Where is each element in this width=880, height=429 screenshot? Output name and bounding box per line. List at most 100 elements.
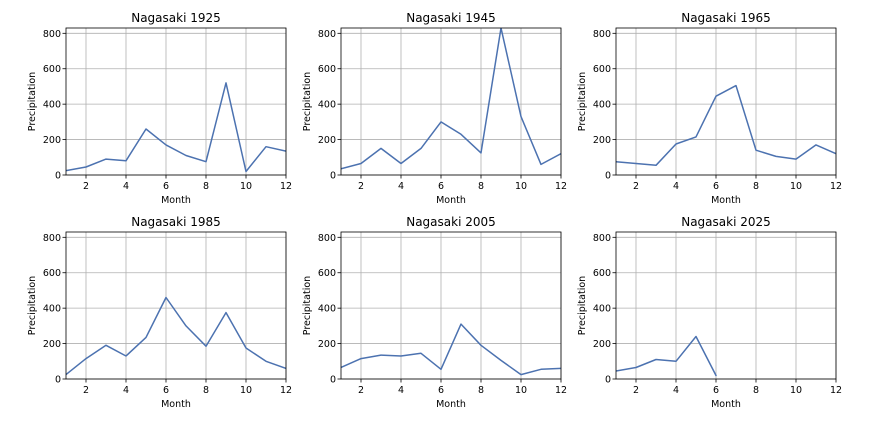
subplot-5: 2 4 6 8 10 12 0 200 400 600 800 Nagasaki 2005 Month P… [302,215,567,410]
subplot-title: Nagasaki 1945 [406,11,496,25]
y-tick-label: 600 [593,268,611,279]
x-tick-label: 8 [203,385,209,396]
subplot-title: Nagasaki 1925 [131,11,221,25]
y-tick-label: 200 [43,339,61,350]
x-tick-label: 8 [753,181,759,192]
plot-frame [340,231,562,380]
y-tick-label: 800 [593,29,611,40]
y-tick-label: 800 [318,233,336,244]
x-tick-label: 4 [398,385,404,396]
series-line [66,82,286,173]
subplot-4: 2 4 6 8 10 12 0 200 400 600 800 Nagasaki 1985 Month P… [27,215,292,410]
series-line [341,323,561,376]
x-tick-label: 12 [280,385,292,396]
y-tick-label: 400 [593,304,611,315]
x-tick-label: 4 [673,385,679,396]
y-tick-label: 0 [605,171,611,182]
x-tick-label: 8 [753,385,759,396]
grid [616,232,837,380]
x-tick-label: 2 [83,181,89,192]
x-tick-label: 4 [123,181,129,192]
subplot-title: Nagasaki 2025 [681,215,771,229]
x-tick-label: 6 [438,385,444,396]
x-tick-label: 2 [83,385,89,396]
y-axis-label: Precipitation [27,72,38,131]
y-tick-label: 600 [593,64,611,75]
y-tick-label: 800 [43,29,61,40]
plot-frame [65,231,287,380]
x-tick-label: 4 [123,385,129,396]
x-tick-label: 2 [633,181,639,192]
x-tick-label: 12 [830,385,842,396]
x-tick-label: 2 [358,385,364,396]
y-tick-label: 800 [593,233,611,244]
y-tick-label: 0 [605,375,611,386]
y-tick-label: 400 [43,304,61,315]
series-line [341,28,561,170]
y-tick-label: 0 [55,171,61,182]
x-axis-label: Month [161,195,191,206]
x-tick-label: 10 [240,181,252,192]
x-tick-label: 10 [240,385,252,396]
series-line [616,335,717,377]
y-tick-label: 200 [43,135,61,146]
subplot-1: 2 4 6 8 10 12 0 200 400 600 800 Nagasaki 1925 Month P… [27,11,292,206]
x-tick-label: 10 [515,385,527,396]
x-tick-label: 6 [713,385,719,396]
x-axis-label: Month [711,399,741,410]
y-tick-label: 0 [55,375,61,386]
y-tick-label: 0 [330,171,336,182]
y-tick-label: 800 [43,233,61,244]
series-line [66,296,286,376]
grid [66,232,287,380]
plot-frame [615,27,837,176]
x-tick-label: 12 [555,385,567,396]
x-tick-label: 2 [358,181,364,192]
x-tick-label: 10 [790,181,802,192]
subplot-6: 2 4 6 8 10 12 0 200 400 600 800 Nagasaki 2025 Month P… [577,215,842,410]
grid [66,28,287,176]
x-tick-label: 12 [280,181,292,192]
x-axis-label: Month [436,399,466,410]
y-axis-label: Precipitation [577,276,588,335]
y-tick-label: 600 [43,64,61,75]
y-axis-label: Precipitation [302,72,313,131]
y-tick-label: 400 [318,100,336,111]
y-tick-label: 400 [43,100,61,111]
x-tick-label: 4 [398,181,404,192]
x-tick-label: 4 [673,181,679,192]
x-tick-label: 6 [163,181,169,192]
x-tick-label: 8 [203,181,209,192]
plot-frame [340,27,562,176]
x-tick-label: 10 [790,385,802,396]
x-tick-label: 12 [830,181,842,192]
y-tick-label: 200 [593,339,611,350]
y-axis-label: Precipitation [577,72,588,131]
x-axis-label: Month [711,195,741,206]
y-tick-label: 400 [593,100,611,111]
x-axis-label: Month [436,195,466,206]
series-line [616,84,836,167]
y-tick-label: 200 [318,339,336,350]
x-tick-label: 8 [478,181,484,192]
x-tick-label: 8 [478,385,484,396]
x-axis-label: Month [161,399,191,410]
x-tick-label: 6 [713,181,719,192]
y-tick-label: 800 [318,29,336,40]
grid [616,28,837,176]
plot-frame [65,27,287,176]
x-tick-label: 2 [633,385,639,396]
y-tick-label: 200 [593,135,611,146]
subplot-title: Nagasaki 2005 [406,215,496,229]
subplot-title: Nagasaki 1965 [681,11,771,25]
y-tick-label: 0 [330,375,336,386]
y-tick-label: 600 [318,64,336,75]
y-tick-label: 600 [43,268,61,279]
subplot-3: 2 4 6 8 10 12 0 200 400 600 800 Nagasaki 1965 Month P… [577,11,842,206]
x-tick-label: 12 [555,181,567,192]
y-axis-label: Precipitation [27,276,38,335]
y-tick-label: 200 [318,135,336,146]
y-tick-label: 600 [318,268,336,279]
subplot-title: Nagasaki 1985 [131,215,221,229]
